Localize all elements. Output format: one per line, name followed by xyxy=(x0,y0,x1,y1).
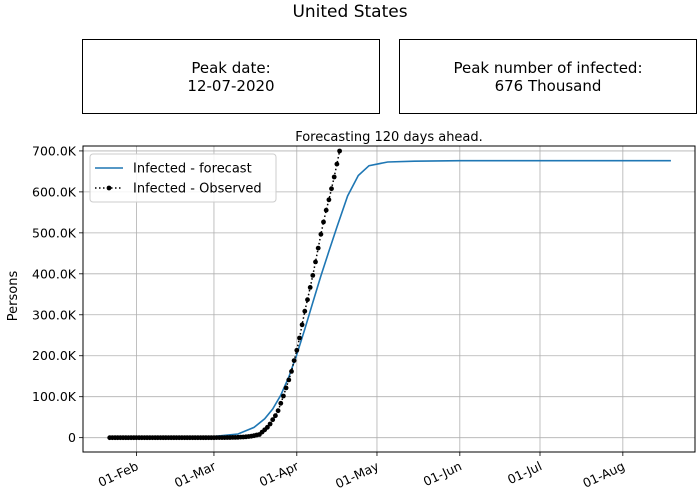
observed-point xyxy=(275,408,281,414)
observed-point xyxy=(334,161,340,167)
observed-point xyxy=(305,297,310,303)
figure-title: United States xyxy=(292,2,408,22)
peak-date-box: Peak date: 12-07-2020 xyxy=(82,39,380,114)
legend-forecast-label: Infected - forecast xyxy=(133,162,252,177)
observed-point xyxy=(337,148,342,154)
observed-point xyxy=(329,186,334,192)
observed-point xyxy=(283,385,289,391)
legend: Infected - forecast Infected - Observed xyxy=(89,153,277,203)
observed-point xyxy=(289,369,294,374)
legend-observed-marker xyxy=(106,185,112,191)
y-tick-label: 400.0K xyxy=(32,266,77,281)
y-tick-label: 0 xyxy=(68,430,76,445)
observed-point xyxy=(278,400,284,406)
observed-point xyxy=(281,393,286,399)
observed-point xyxy=(267,421,273,427)
x-tick-label: 01-May xyxy=(333,458,382,491)
observed-point xyxy=(291,358,297,363)
x-tick-label: 01-Jun xyxy=(421,458,464,489)
y-tick-label: 600.0K xyxy=(32,184,77,199)
legend-observed-label: Infected - Observed xyxy=(133,182,262,197)
observed-point xyxy=(310,273,316,278)
y-tick-label: 300.0K xyxy=(32,307,77,322)
series-layer xyxy=(107,148,671,441)
observed-point xyxy=(273,413,278,419)
observed-point xyxy=(313,259,318,265)
observed-point xyxy=(307,285,313,290)
peak-date-value: 12-07-2020 xyxy=(187,76,275,95)
peak-infected-box: Peak number of infected: 676 Thousand xyxy=(399,39,697,114)
peak-infected-value: 676 Thousand xyxy=(494,76,602,95)
peak-infected-label: Peak number of infected: xyxy=(453,58,643,77)
observed-point xyxy=(299,322,305,328)
x-tick-label: 01-Apr xyxy=(257,458,302,490)
observed-line xyxy=(109,150,341,439)
observed-point xyxy=(270,417,276,423)
y-tick-label: 100.0K xyxy=(32,389,77,404)
y-axis-label: Persons xyxy=(6,271,21,322)
peak-date-label: Peak date: xyxy=(191,58,271,77)
legend-box xyxy=(89,153,277,203)
observed-point xyxy=(326,197,332,203)
observed-point xyxy=(302,308,308,314)
observed-point xyxy=(318,231,324,237)
y-tick-label: 200.0K xyxy=(32,348,77,363)
plot-frame xyxy=(82,145,696,453)
x-tick-label: 01-Feb xyxy=(96,458,141,490)
observed-point xyxy=(331,174,337,180)
observed-point xyxy=(297,335,302,341)
x-tick-label: 01-Jul xyxy=(505,458,544,487)
observed-point xyxy=(286,377,292,383)
observed-point xyxy=(265,424,270,430)
y-tick-label: 700.0K xyxy=(32,143,77,158)
y-tick-label: 500.0K xyxy=(32,225,77,240)
x-tick-label: 01-Aug xyxy=(580,458,627,490)
forecast-line xyxy=(109,159,671,439)
observed-point xyxy=(315,245,321,251)
x-tick-label: 01-Mar xyxy=(172,458,219,491)
observed-point xyxy=(294,347,300,353)
observed-point xyxy=(321,219,326,225)
chart-title: Forecasting 120 days ahead. xyxy=(295,130,483,145)
observed-point xyxy=(323,207,329,213)
